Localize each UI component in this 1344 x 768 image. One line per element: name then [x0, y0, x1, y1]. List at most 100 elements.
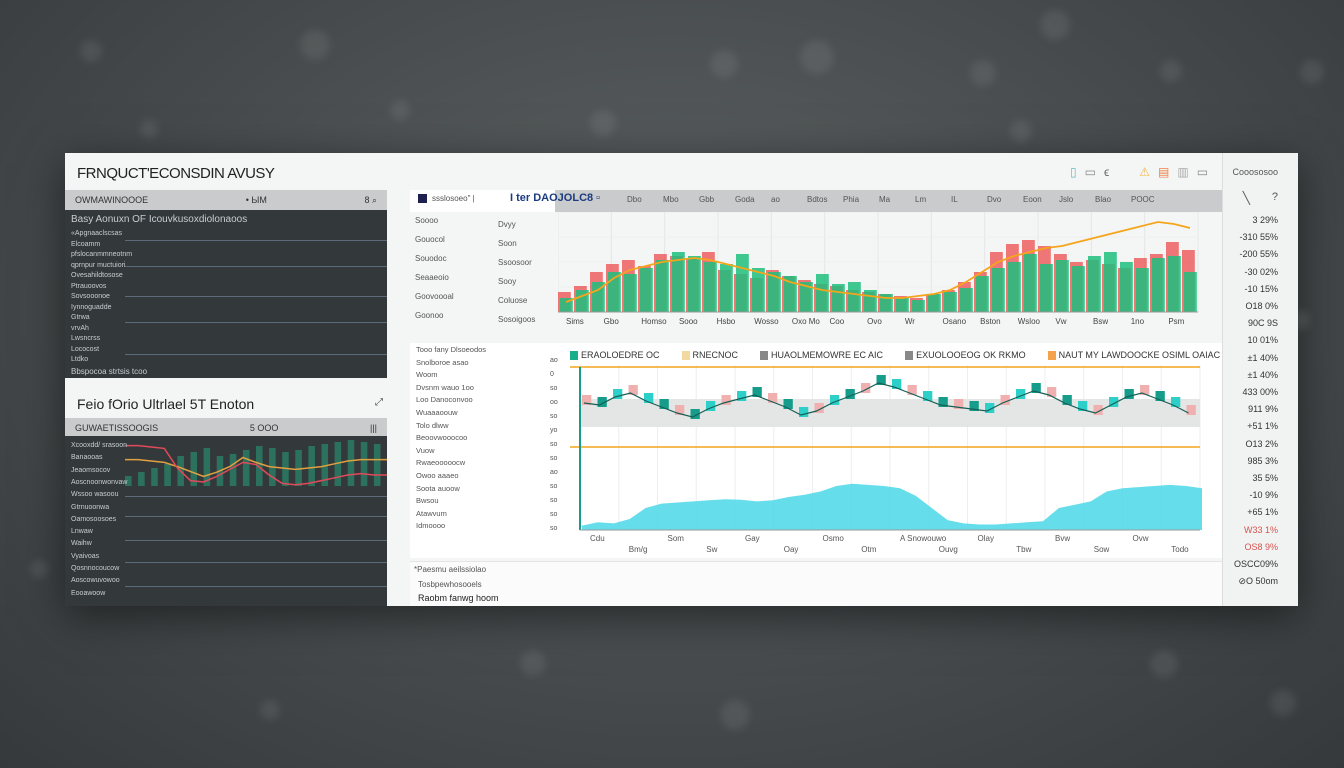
list-label: Vyaivoas — [71, 552, 100, 560]
green-bar — [1104, 252, 1117, 312]
row-label: Atawvum — [416, 508, 447, 518]
mini-bar — [164, 464, 171, 486]
candle — [1031, 383, 1041, 393]
y-label: Goovoooal — [415, 292, 454, 301]
value-cell: -200 55% — [1239, 249, 1278, 260]
expand-icon[interactable]: ⤢ — [375, 397, 383, 408]
green-bar — [768, 272, 781, 312]
candle — [907, 385, 917, 395]
x-tick-label: Gbo — [604, 317, 620, 326]
y-tick: so — [550, 441, 558, 448]
y-label: Soooo — [415, 216, 439, 225]
candle — [814, 403, 824, 413]
legend-item[interactable]: RNECNOC — [681, 350, 738, 361]
green-bar — [720, 264, 733, 312]
y-label: Seaaeoio — [415, 273, 449, 282]
trend-line — [565, 221, 1191, 303]
x-tick-label: Bsw — [1093, 317, 1108, 326]
help-icon[interactable]: ? — [1271, 191, 1278, 203]
x-tick-label: Osano — [942, 317, 966, 326]
x-tick-label: Osmo — [823, 534, 845, 543]
left-top-panel: OWMAWINOOOE • ЫМ 8 ⌕ Basy Aonuxn OF Icou… — [65, 190, 387, 378]
list-label: Wssoo wasoou — [71, 491, 119, 499]
value-cell: 985 3% — [1247, 455, 1278, 466]
x-tick-label: Gay — [745, 534, 760, 543]
top-chart-header: Dbo Mbo Gbb Goda ao Bdtos Phia Ma Lm IL Dvo Eoon Jsl… — [555, 190, 1222, 212]
mini-bar — [321, 444, 329, 486]
mini-bar — [125, 476, 132, 486]
legend-item[interactable]: HUAOLMEMOWRE EC AIC — [760, 350, 883, 361]
y-tick: ao — [550, 469, 558, 476]
y-tick: ao — [550, 357, 558, 364]
candle — [1062, 395, 1072, 405]
candle — [1109, 397, 1119, 407]
bokeh-light — [1150, 650, 1178, 678]
list-label: Oamosoosoes — [71, 515, 117, 523]
header-tick: Gbb — [699, 195, 715, 204]
legend-swatch — [1047, 351, 1056, 361]
value-cell: 90C 9S — [1247, 318, 1278, 329]
y-tick: 0 — [550, 371, 554, 378]
mini-bar — [373, 444, 381, 486]
list-label: Gtrwa — [71, 314, 90, 321]
divider — [125, 562, 387, 563]
candle — [830, 395, 840, 405]
pen-icon[interactable]: ϵ — [1103, 165, 1110, 179]
legend-swatch — [418, 194, 427, 203]
menu-icon[interactable]: ||| — [369, 423, 377, 433]
bokeh-light — [1270, 690, 1296, 716]
green-bar — [848, 282, 861, 312]
calendar-icon[interactable]: ▤ — [1158, 165, 1170, 179]
legend-item[interactable]: ERAOLOEDRE OC — [570, 350, 660, 361]
row-label: Tooo fany Dlsoeodos — [416, 345, 487, 354]
mini-line — [125, 456, 387, 478]
mini-bar — [334, 442, 342, 486]
green-bar — [1072, 266, 1085, 312]
top-chart-panel: Dbo Mbo Gbb Goda ao Bdtos Phia Ma Lm IL Dvo Eoon Jsl… — [410, 190, 1222, 330]
list-label: Xcooxdd/ srasoon — [71, 442, 128, 449]
y-tick: so — [550, 455, 558, 462]
green-bar — [864, 290, 877, 312]
note-icon[interactable]: ▥ — [1177, 165, 1189, 179]
search-icon[interactable]: 8 ⌕ — [364, 194, 377, 205]
y-tick: so — [550, 511, 558, 518]
value-cell: O13 2% — [1245, 438, 1278, 449]
candle — [969, 401, 979, 411]
bokeh-light — [720, 700, 750, 730]
x-tick-label: Som — [668, 534, 685, 543]
x-tick-label: Bvw — [1055, 534, 1070, 543]
phone-icon[interactable]: ▯ — [1070, 165, 1077, 179]
legend-item[interactable]: EXUOLOOEOG OK RKMO — [905, 350, 1026, 361]
legend-item[interactable]: NAUT MY LAWDOOCKE OSIML OAIAC — [1047, 350, 1220, 361]
left-top-list: Basy Aonuxn OF Icouvkusoxdiolonaoos Bbsp… — [65, 210, 387, 378]
candle — [876, 375, 886, 385]
slash-icon[interactable]: ╲ — [1242, 191, 1250, 205]
square-icon[interactable]: ▭ — [1084, 165, 1096, 179]
candle — [597, 397, 607, 407]
header-tick: Lm — [915, 195, 927, 204]
green-bar — [832, 284, 845, 312]
y-tick: so — [550, 525, 558, 532]
header-tick: Blao — [1095, 195, 1112, 204]
bokeh-light — [1290, 310, 1310, 330]
green-bar — [816, 274, 829, 312]
divider — [125, 240, 387, 241]
candle — [628, 385, 638, 395]
list-label: Elcoamm — [71, 240, 101, 248]
x-tick-label: Ovo — [867, 317, 882, 326]
candle — [706, 401, 716, 411]
chart-title: I ter DAOJOLC8 ▫ — [510, 192, 601, 204]
candle — [582, 395, 592, 405]
mini-bar — [360, 442, 368, 486]
x-tick-label: Sow — [1094, 545, 1110, 554]
chat-icon[interactable]: ▭ — [1196, 165, 1209, 179]
list-label: Lococost — [71, 345, 100, 353]
warning-icon[interactable]: ⚠ — [1139, 165, 1151, 179]
candle — [768, 393, 778, 403]
divider — [125, 266, 387, 267]
list-label: vrvAh — [71, 324, 89, 332]
bokeh-light — [140, 120, 158, 138]
header-tick: Jslo — [1059, 195, 1074, 204]
row-label: Loo Danoconvoo — [416, 395, 473, 405]
bokeh-light — [1160, 60, 1182, 82]
